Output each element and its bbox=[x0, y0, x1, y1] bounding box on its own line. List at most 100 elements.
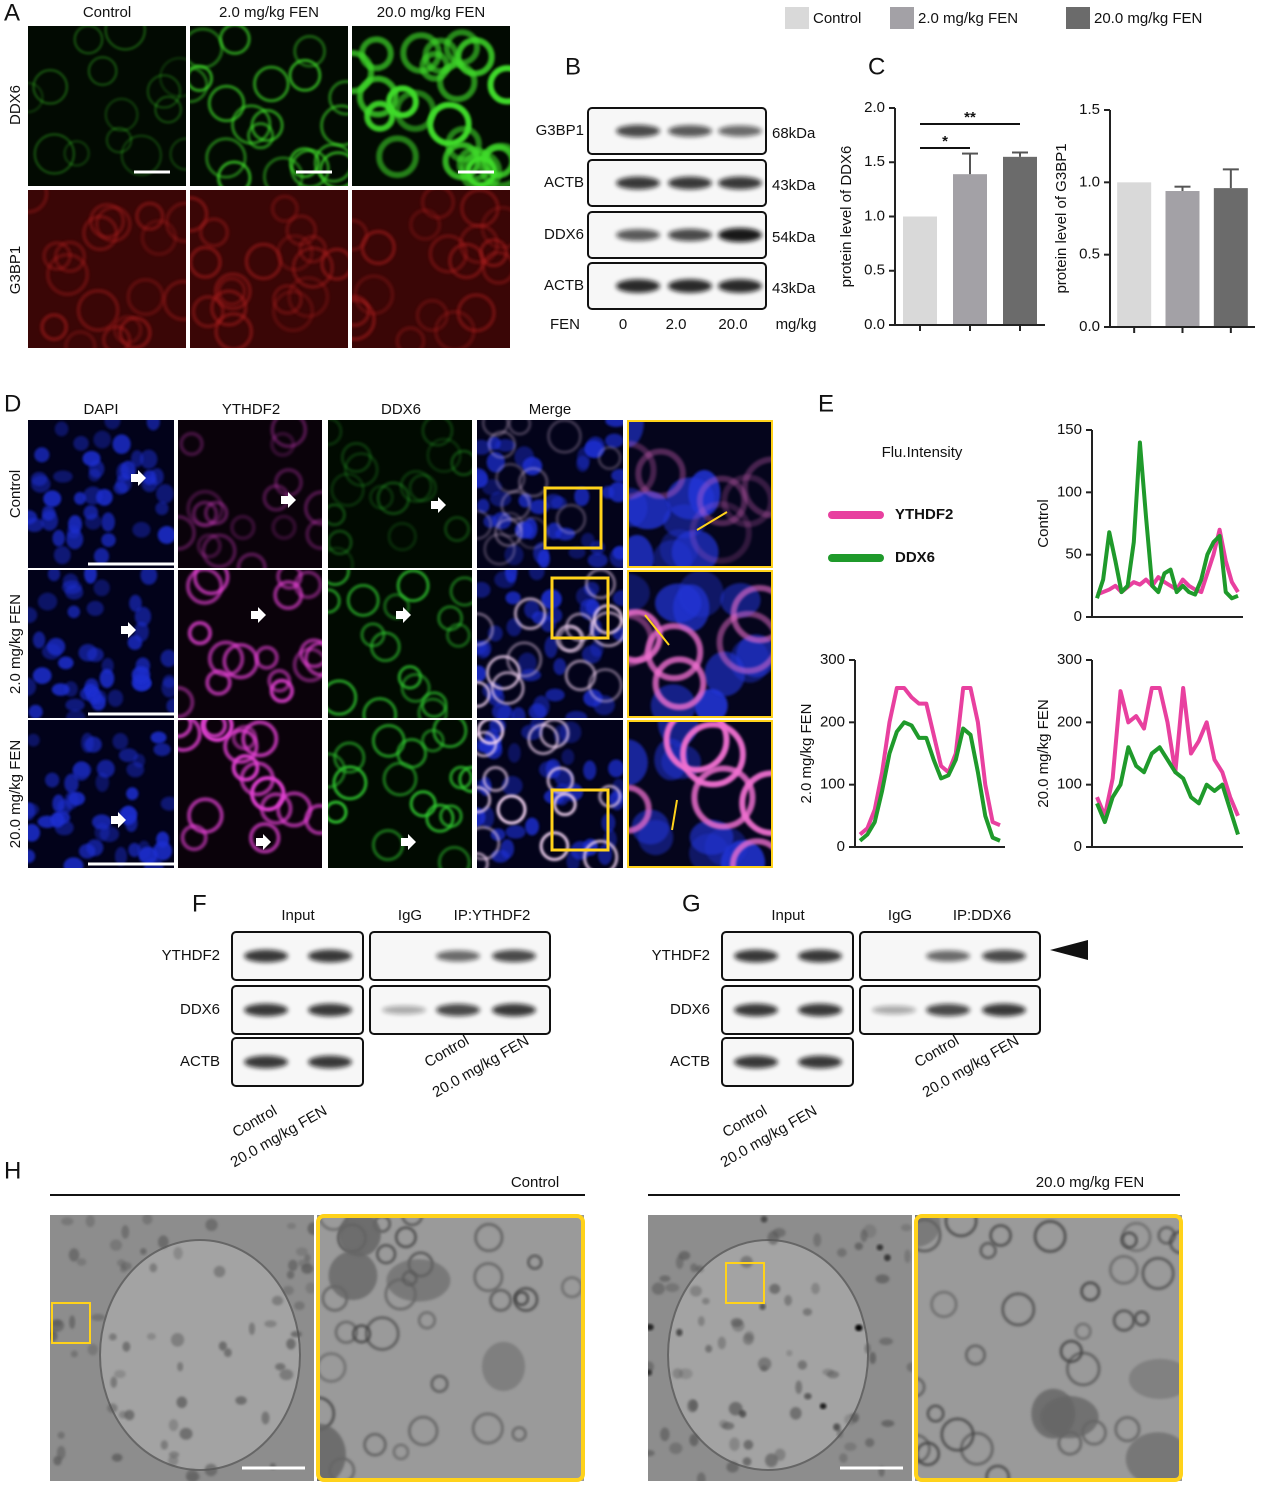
nucleus bbox=[648, 1369, 653, 1376]
cell bbox=[494, 518, 524, 548]
nucleus bbox=[328, 1251, 378, 1301]
size-label: 43kDa bbox=[772, 280, 816, 297]
nucleus bbox=[651, 1282, 665, 1295]
cell bbox=[408, 473, 438, 503]
nucleus bbox=[869, 1351, 877, 1365]
cell bbox=[214, 311, 254, 348]
cell bbox=[481, 144, 510, 179]
nucleus bbox=[802, 1308, 813, 1316]
nucleus bbox=[854, 1242, 863, 1251]
nucleus bbox=[94, 823, 110, 842]
nucleus bbox=[729, 1437, 740, 1452]
nucleus bbox=[101, 512, 115, 532]
cell bbox=[652, 656, 707, 711]
nucleus bbox=[786, 1350, 793, 1357]
cell bbox=[368, 484, 394, 510]
cell bbox=[362, 697, 398, 718]
arrow bbox=[256, 834, 271, 850]
cell bbox=[303, 640, 322, 677]
nucleus bbox=[109, 1333, 117, 1341]
nucleus bbox=[764, 1453, 778, 1468]
nucleus bbox=[915, 1215, 941, 1247]
zoom-box bbox=[550, 576, 610, 640]
cell bbox=[1121, 1221, 1152, 1253]
nucleus bbox=[66, 525, 81, 539]
nucleus bbox=[804, 1393, 812, 1400]
cell bbox=[190, 195, 209, 233]
nucleus bbox=[774, 1448, 786, 1461]
size-label: 43kDa bbox=[772, 177, 816, 194]
cell bbox=[364, 1316, 400, 1352]
nucleus bbox=[495, 439, 516, 452]
nucleus bbox=[57, 1431, 65, 1439]
cell bbox=[442, 141, 481, 181]
protein-label: ACTB bbox=[544, 174, 584, 191]
y-tick-label: 0.0 bbox=[864, 316, 885, 333]
nucleus bbox=[32, 667, 52, 685]
cell bbox=[134, 201, 165, 232]
cell bbox=[298, 234, 328, 264]
nucleus bbox=[481, 1341, 526, 1392]
nucleus bbox=[156, 484, 174, 504]
band bbox=[308, 1055, 352, 1069]
band bbox=[798, 1055, 842, 1069]
nucleus bbox=[83, 505, 99, 520]
nucleus bbox=[28, 607, 38, 624]
nucleus bbox=[669, 1442, 683, 1455]
nucleus bbox=[248, 1322, 256, 1335]
cell bbox=[346, 583, 380, 617]
cell bbox=[490, 671, 525, 706]
cell bbox=[218, 26, 251, 55]
band bbox=[668, 176, 712, 190]
blot bbox=[231, 985, 364, 1035]
nucleus bbox=[168, 1419, 179, 1432]
cell bbox=[477, 509, 493, 541]
y-tick-label: 50 bbox=[1065, 546, 1082, 563]
nucleus bbox=[294, 1301, 305, 1310]
cell bbox=[376, 481, 411, 516]
cell bbox=[930, 1290, 958, 1319]
size-label: 68kDa bbox=[772, 125, 816, 142]
nucleus bbox=[50, 812, 65, 828]
micrograph bbox=[190, 26, 348, 186]
micrograph bbox=[28, 570, 174, 718]
cell bbox=[409, 790, 437, 818]
cell bbox=[364, 100, 396, 132]
row-label: Control bbox=[7, 470, 24, 518]
cell bbox=[371, 724, 406, 758]
cell bbox=[477, 785, 492, 814]
nucleus bbox=[819, 1403, 827, 1410]
nucleus bbox=[177, 1361, 184, 1372]
micrograph bbox=[627, 570, 773, 718]
nucleus bbox=[288, 1259, 298, 1272]
band bbox=[244, 1003, 288, 1017]
nucleus bbox=[386, 1259, 451, 1302]
cell bbox=[527, 723, 560, 756]
cell bbox=[363, 1432, 387, 1457]
cell bbox=[318, 151, 348, 186]
cell bbox=[386, 85, 419, 119]
cell bbox=[328, 679, 358, 716]
cell bbox=[964, 1344, 987, 1366]
nucleus bbox=[142, 1215, 153, 1225]
zoom-border bbox=[627, 720, 773, 868]
profile-line bbox=[696, 511, 728, 531]
cell bbox=[271, 289, 315, 333]
image-background bbox=[190, 26, 348, 186]
nucleus bbox=[43, 490, 62, 507]
nucleus bbox=[612, 590, 623, 607]
nucleus bbox=[235, 1396, 247, 1405]
nucleus bbox=[173, 1246, 183, 1260]
cell bbox=[320, 247, 348, 281]
cell bbox=[445, 125, 482, 163]
nucleus bbox=[52, 529, 65, 547]
nucleus bbox=[627, 573, 650, 613]
bar bbox=[1003, 156, 1037, 325]
band bbox=[244, 949, 288, 963]
nucleus bbox=[587, 552, 608, 568]
cell bbox=[101, 324, 132, 348]
image-background bbox=[28, 26, 186, 186]
nucleus bbox=[160, 1440, 168, 1450]
nucleus bbox=[627, 534, 654, 568]
cell bbox=[477, 680, 491, 708]
